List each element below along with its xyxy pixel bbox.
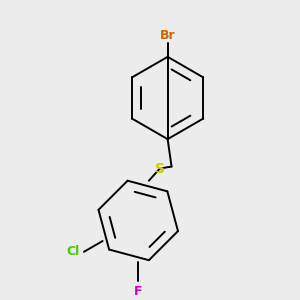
Text: Cl: Cl — [67, 245, 80, 258]
Text: Br: Br — [160, 29, 176, 42]
Text: F: F — [134, 285, 142, 298]
Text: S: S — [155, 161, 165, 176]
